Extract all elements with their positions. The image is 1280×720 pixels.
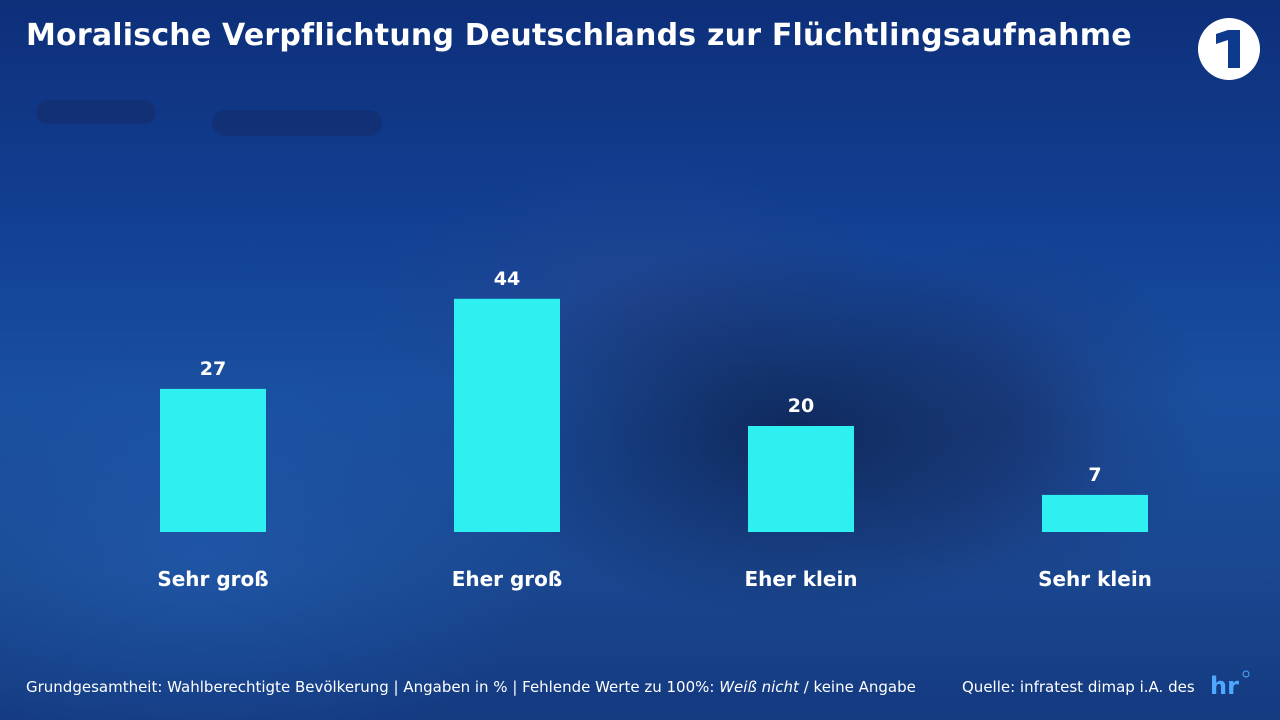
bar-3 bbox=[1042, 494, 1148, 532]
background-boat bbox=[212, 110, 382, 136]
bar-2 bbox=[748, 426, 854, 532]
footer-basis-note: Grundgesamtheit: Wahlberechtigte Bevölke… bbox=[26, 678, 916, 696]
footer-basis-italic: Weiß nicht bbox=[719, 678, 799, 696]
bar-0 bbox=[160, 388, 266, 532]
category-label-2: Eher klein bbox=[744, 567, 857, 591]
hr-logo-icon: hr bbox=[1210, 670, 1250, 700]
data-label-1: 44 bbox=[494, 268, 520, 290]
ard-logo-icon bbox=[1198, 18, 1260, 80]
category-label-0: Sehr groß bbox=[157, 567, 268, 591]
data-label-0: 27 bbox=[200, 358, 226, 380]
bar-1 bbox=[454, 298, 560, 532]
chart-title: Moralische Verpflichtung Deutschlands zu… bbox=[26, 18, 1132, 53]
footer-basis-prefix: Grundgesamtheit: Wahlberechtigte Bevölke… bbox=[26, 678, 720, 696]
data-label-3: 7 bbox=[1088, 464, 1101, 486]
category-label-1: Eher groß bbox=[452, 567, 563, 591]
footer-basis-suffix: / keine Angabe bbox=[798, 678, 916, 696]
background-boat bbox=[36, 100, 156, 124]
svg-text:hr: hr bbox=[1210, 672, 1239, 700]
data-label-2: 20 bbox=[788, 395, 814, 417]
category-label-3: Sehr klein bbox=[1038, 567, 1152, 591]
one-logo-icon bbox=[1216, 30, 1240, 68]
footer-source: Quelle: infratest dimap i.A. des bbox=[962, 678, 1195, 696]
